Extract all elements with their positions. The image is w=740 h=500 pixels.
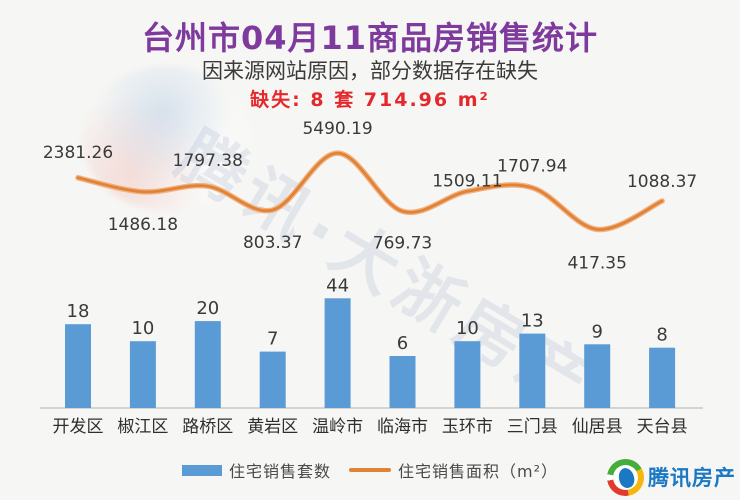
bar-温岭市 [324,298,351,408]
legend-line-swatch [349,468,391,472]
category-label: 椒江区 [117,417,168,437]
bar-临海市 [389,356,416,408]
bar-开发区 [65,324,91,408]
bar-天台县 [649,347,676,408]
bar-value-label: 8 [656,325,667,346]
tencent-ring-icon [607,458,644,496]
category-label: 天台县 [637,417,688,437]
category-label: 开发区 [53,417,104,437]
line-value-label: 5490.19 [302,119,372,139]
legend-bar-label: 住宅销售套数 [228,462,331,481]
line-value-label: 803.37 [243,233,302,253]
line-value-label: 769.73 [373,233,432,253]
bar-value-label: 13 [521,311,544,332]
brand-logo: 腾讯房产 [607,456,736,498]
bar-玉环市 [454,341,481,408]
bar-仙居县 [584,344,611,408]
category-label: 黄岩区 [247,417,298,437]
bar-三门县 [519,333,546,408]
line-value-label: 2381.26 [43,143,113,163]
line-value-label: 1509.11 [432,171,502,191]
legend-line-label: 住宅销售面积（m²） [398,462,559,481]
category-label: 玉环市 [442,417,493,437]
legend-bar-swatch [181,464,222,476]
bar-value-label: 6 [397,333,408,354]
subtitle: 因来源网站原因，部分数据存在缺失 [202,59,538,83]
line-value-label: 1707.94 [497,157,567,177]
category-label: 温岭市 [312,417,363,437]
bar-value-label: 18 [67,301,90,322]
bar-value-label: 20 [196,298,219,319]
category-label: 路桥区 [182,417,233,437]
line-value-label: 1797.38 [173,151,243,171]
area-line [76,151,664,231]
bar-value-label: 44 [326,275,349,296]
bar-value-label: 7 [267,329,278,350]
line-value-label: 417.35 [567,253,626,273]
missing-data-note: 缺失: 8 套 714.96 m² [250,89,490,111]
page-title: 台州市04月11商品房销售统计 [141,19,599,57]
bar-value-label: 9 [591,321,602,342]
category-label: 三门县 [507,417,558,437]
brand-logo-text: 腾讯房产 [648,466,736,490]
bar-路桥区 [194,321,221,408]
category-label: 仙居县 [572,417,623,437]
bar-value-label: 10 [131,318,154,339]
bar-value-label: 10 [456,318,479,339]
bar-黄岩区 [259,351,286,408]
category-label: 临海市 [377,417,428,437]
bar-椒江区 [129,341,156,408]
line-value-label: 1088.37 [627,172,697,192]
legend: 住宅销售套数 住宅销售面积（m²） [0,457,740,483]
line-value-label: 1486.18 [108,215,178,235]
